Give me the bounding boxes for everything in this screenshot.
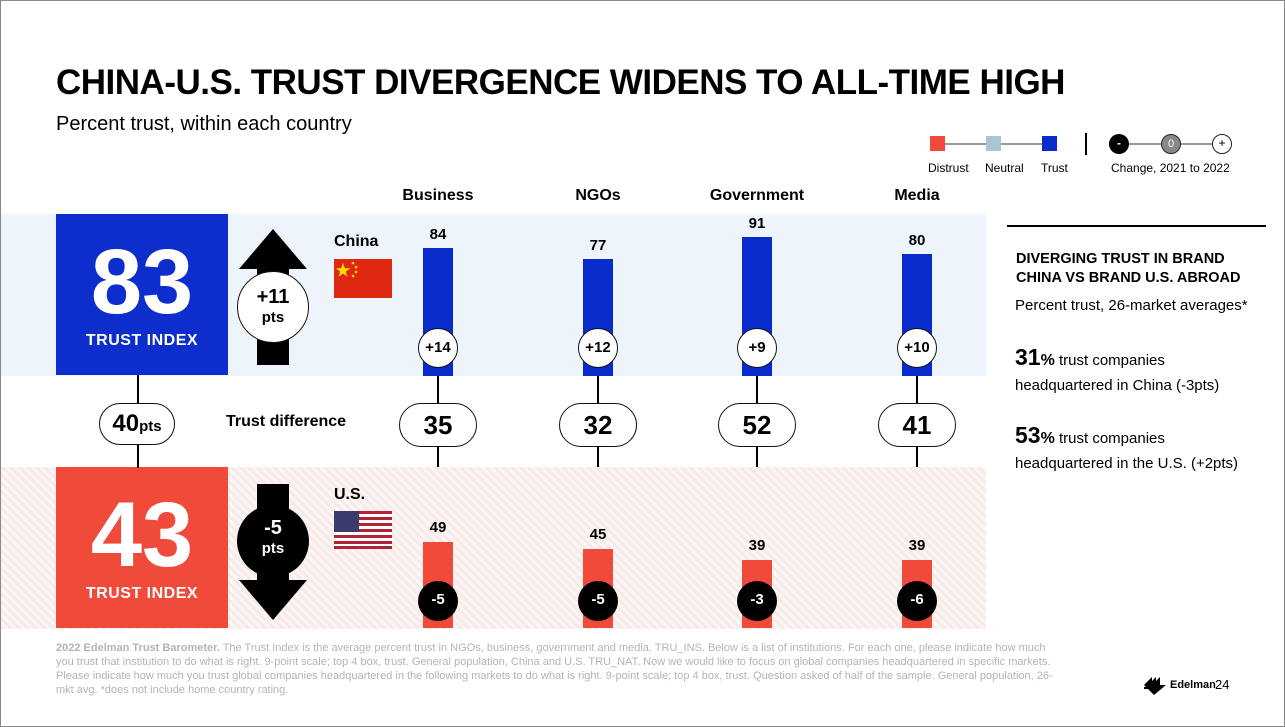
legend-label-distrust: Distrust [928, 161, 969, 175]
side-stat2-text-a: trust companies [1059, 430, 1165, 447]
us-bar-value-business: 49 [429, 519, 447, 537]
legend: Distrust Neutral Trust - 0 + Change, 202… [926, 133, 1236, 183]
side-stat-us: 53% trust companies headquartered in the… [1015, 423, 1238, 476]
difference-stem-bottom-media [916, 447, 918, 467]
side-subheading: Percent trust, 26-market averages* [1015, 297, 1248, 314]
us-trust-index-box: 43 TRUST INDEX [56, 467, 228, 628]
category-label-ngos: NGOs [575, 187, 621, 204]
us-bar-change-media: -6 [897, 581, 937, 621]
footnote-source: 2022 Edelman Trust Barometer. [56, 642, 220, 654]
page-number: 24 [1215, 677, 1230, 692]
footnote: 2022 Edelman Trust Barometer. The Trust … [56, 641, 1066, 697]
us-change-unit: pts [261, 540, 285, 557]
us-trust-index-value: 43 [90, 484, 194, 586]
difference-stem-top-government [756, 376, 758, 403]
china-bar-change-government: +9 [737, 328, 777, 368]
side-stat-china: 31% trust companies headquartered in Chi… [1015, 345, 1219, 398]
difference-stem-top-ngos [597, 376, 599, 403]
difference-pill-government: 52 [718, 403, 796, 447]
difference-stem-bottom-government [756, 447, 758, 467]
difference-stem-top-business [437, 376, 439, 403]
china-bar-value-media: 80 [908, 232, 926, 250]
side-stat1-pct: % [1040, 352, 1055, 369]
side-stat1-value: 31 [1015, 344, 1041, 370]
brand-name: Edelman [1170, 679, 1216, 691]
difference-pill-ngos: 32 [559, 403, 637, 447]
legend-label-trust: Trust [1041, 161, 1068, 175]
category-label-government: Government [709, 187, 805, 204]
side-stat1-text-b: headquartered in China (-3pts) [1015, 377, 1220, 394]
china-bar-change-ngos: +12 [578, 328, 618, 368]
side-heading-line1: DIVERGING TRUST IN BRAND [1016, 251, 1225, 267]
china-trust-index-value: 83 [90, 231, 194, 333]
gap-unit: pts [139, 418, 162, 435]
difference-stem-bottom-business [437, 447, 439, 467]
us-bar-value-media: 39 [908, 536, 926, 554]
page-title: CHINA-U.S. TRUST DIVERGENCE WIDENS TO AL… [56, 63, 1065, 102]
sector-chart: Business 84 +14 49 -5 35 NGOs 77 +12 45 -5 32 Govern… [1, 1, 986, 641]
side-panel-rule [1007, 225, 1266, 227]
legend-swatch-neutral [986, 136, 1001, 151]
side-stat2-value: 53 [1015, 422, 1041, 448]
us-bar-value-ngos: 45 [589, 526, 607, 544]
side-heading-line2: CHINA VS BRAND U.S. ABROAD [1016, 270, 1241, 286]
us-trust-index-label: TRUST INDEX [85, 585, 199, 602]
side-heading: DIVERGING TRUST IN BRAND CHINA VS BRAND … [1016, 250, 1241, 288]
us-bar-value-government: 39 [748, 536, 766, 554]
difference-stem-top-media [916, 376, 918, 403]
side-stat2-text-b: headquartered in the U.S. (+2pts) [1015, 455, 1239, 472]
legend-change-label: Change, 2021 to 2022 [1111, 161, 1230, 175]
category-label-business: Business [402, 187, 474, 204]
footnote-text: The Trust Index is the average percent t… [56, 642, 1053, 696]
us-bar-change-government: -3 [737, 581, 777, 621]
china-label: China [334, 233, 379, 250]
china-change-circle: +11 pts [237, 271, 309, 343]
us-bar-change-ngos: -5 [578, 581, 618, 621]
side-stat1-text-a: trust companies [1059, 352, 1165, 369]
difference-pill-business: 35 [399, 403, 477, 447]
china-trust-index-label: TRUST INDEX [85, 332, 199, 349]
gap-pill: 40pts [99, 403, 175, 445]
legend-change-minus: - [1109, 134, 1129, 154]
china-bar-change-business: +14 [418, 328, 458, 368]
side-stat2-pct: % [1040, 430, 1055, 447]
legend-divider [1085, 133, 1087, 155]
china-change-unit: pts [261, 309, 285, 326]
china-trust-index-box: 83 TRUST INDEX [56, 214, 228, 375]
us-change-value: -5 [264, 517, 282, 539]
china-flag-icon [334, 259, 392, 298]
china-change-value: +11 [256, 286, 290, 308]
edelman-logo-icon [1144, 677, 1166, 695]
page-subtitle: Percent trust, within each country [56, 113, 352, 135]
china-bar-value-government: 91 [748, 215, 766, 233]
difference-stem-bottom-ngos [597, 447, 599, 467]
legend-swatch-trust [1042, 136, 1057, 151]
china-bar-change-media: +10 [897, 328, 937, 368]
trust-difference-label: Trust difference [226, 413, 347, 430]
difference-pill-media: 41 [878, 403, 956, 447]
legend-change-plus: + [1212, 134, 1232, 154]
china-bar-value-business: 84 [429, 226, 447, 244]
legend-swatch-distrust [930, 136, 945, 151]
legend-label-neutral: Neutral [985, 161, 1024, 175]
legend-change-zero: 0 [1161, 134, 1181, 154]
gap-value: 40 [112, 410, 140, 437]
us-flag-icon [334, 511, 392, 549]
us-bar-change-business: -5 [418, 581, 458, 621]
us-label: U.S. [334, 486, 366, 503]
china-bar-value-ngos: 77 [589, 236, 607, 254]
category-label-media: Media [894, 187, 940, 204]
us-change-circle: -5 pts [237, 505, 309, 577]
